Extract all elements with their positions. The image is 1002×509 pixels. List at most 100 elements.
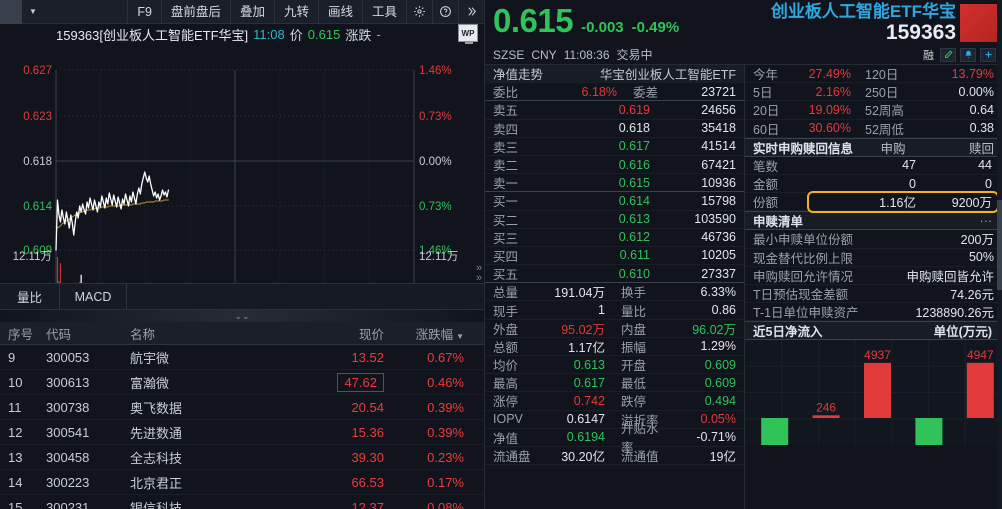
edit-icon[interactable] xyxy=(940,47,956,62)
etf-stat-row: 流通盘 30.20亿 流通值 19亿 xyxy=(485,447,744,466)
right-panel-scrollbar[interactable] xyxy=(997,0,1002,509)
col-header-name[interactable]: 名称 xyxy=(130,327,156,342)
stat-row: 涨停 0.742 跌停 0.494 xyxy=(485,392,744,411)
pcf-value: 申购赎回皆允许 xyxy=(906,269,994,284)
panel-collapse-icon-1[interactable]: » xyxy=(476,262,483,274)
creation-row: 份额 1.16亿 9200万 xyxy=(745,193,1002,212)
etf-stat-row: 净值 0.6194 升贴水率 -0.71% xyxy=(485,422,744,455)
bid-level-row[interactable]: 买五 0.610 27337 xyxy=(485,265,744,284)
perf-label-right: 52周低 xyxy=(865,122,904,137)
toolbar-item-tools[interactable]: 工具 xyxy=(361,0,406,24)
cell-name: 全志科技 xyxy=(130,450,183,466)
exchange-label: SZSE xyxy=(493,47,525,62)
svg-text:4937: 4937 xyxy=(864,348,891,362)
bell-icon[interactable] xyxy=(960,47,976,62)
ask-level-row[interactable]: 卖五 0.619 24656 xyxy=(485,101,744,120)
cell-change: 0.39% xyxy=(427,399,464,415)
toolbar-item-overlay[interactable]: 叠加 xyxy=(229,0,274,24)
toolbar-item-draw[interactable]: 画线 xyxy=(317,0,362,24)
bid-level-row[interactable]: 买一 0.614 15798 xyxy=(485,192,744,211)
tab-macd[interactable]: MACD xyxy=(60,284,127,309)
performance-row: 5日 2.16% 250日 0.00% xyxy=(745,83,1002,102)
level-qty: 27337 xyxy=(701,266,736,281)
stat-label-right: 跌停 xyxy=(621,395,647,410)
col-header-code[interactable]: 代码 xyxy=(46,327,72,342)
netflow-chart[interactable]: 246 4937 4947 xyxy=(745,340,1002,446)
stat-label-left: 外盘 xyxy=(493,322,519,337)
pcf-more-icon[interactable]: ··· xyxy=(979,213,993,228)
table-row[interactable]: 10 300613 富瀚微 47.62 0.46% xyxy=(0,370,484,395)
bid-level-row[interactable]: 买四 0.611 10205 xyxy=(485,247,744,266)
col-header-seq[interactable]: 序号 xyxy=(8,327,34,342)
pcf-rows: 最小申赎单位份额 200万 现金替代比例上限 50% 申购赎回允许情况 申购赎回皆允许 T日… xyxy=(745,230,1002,322)
bid-level-row[interactable]: 买二 0.613 103590 xyxy=(485,211,744,229)
fund-info-column: 今年 27.49% 120日 13.79% 5日 2.16% 250日 0.00% 20日 19.… xyxy=(745,65,1002,509)
col-header-change[interactable]: 涨跌幅 ▼ xyxy=(396,324,474,343)
quote-body: 净值走势 华宝创业板人工智能ETF 委比 6.18% 委差 23721 卖五 0.… xyxy=(485,65,1002,509)
stat-label-left: IOPV xyxy=(493,412,523,427)
cell-price: 20.54 xyxy=(351,399,384,415)
toolbar-item-ninebars[interactable]: 九转 xyxy=(273,0,318,24)
toolbar-items: F9 盘前盘后 叠加 九转 画线 工具 xyxy=(127,0,484,24)
intraday-chart[interactable]: 0.627 0.623 0.618 0.614 0.609 1.46% 0.73% 0.00%… xyxy=(0,24,484,284)
level-label: 卖二 xyxy=(493,159,519,174)
stat-label-right: 振幅 xyxy=(621,340,647,355)
bid-levels: 买一 0.614 15798 买二 0.613 103590 买三 0.612 46736 买四 0… xyxy=(485,192,744,284)
scrollbar-thumb[interactable] xyxy=(997,200,1002,290)
col-header-price[interactable]: 现价 xyxy=(358,327,384,342)
level-qty: 46736 xyxy=(701,230,736,245)
add-icon[interactable] xyxy=(980,47,996,62)
nav-trend-row[interactable]: 净值走势 华宝创业板人工智能ETF xyxy=(485,65,744,84)
cell-price: 12.37 xyxy=(351,499,384,509)
last-price: 0.615 xyxy=(493,2,574,39)
toolbar-item-f9[interactable]: F9 xyxy=(127,0,161,24)
panel-collapse-icon-2[interactable]: » xyxy=(476,272,483,284)
gear-icon[interactable] xyxy=(406,0,432,24)
panel-split-handle[interactable]: ⌄⌄ xyxy=(0,310,484,322)
indicator-tabs: 量比 MACD xyxy=(0,283,484,310)
level-label: 卖一 xyxy=(493,177,519,192)
level-label: 买五 xyxy=(493,268,519,283)
order-ratio-row: 委比 6.18% 委差 23721 xyxy=(485,83,744,102)
cell-change: 0.08% xyxy=(427,499,464,509)
stat-value-left: 191.04万 xyxy=(554,286,605,301)
table-row[interactable]: 12 300541 先进数通 15.36 0.39% xyxy=(0,420,484,445)
help-icon[interactable] xyxy=(432,0,458,24)
stat-value-left: 0.6194 xyxy=(566,430,605,445)
stat-row: 均价 0.613 开盘 0.609 xyxy=(485,356,744,375)
ask-level-row[interactable]: 卖一 0.615 10936 xyxy=(485,174,744,193)
bid-level-row[interactable]: 买三 0.612 46736 xyxy=(485,229,744,247)
cell-name: 富瀚微 xyxy=(130,375,170,391)
ask-level-row[interactable]: 卖四 0.618 35418 xyxy=(485,120,744,138)
stat-label-right: 最低 xyxy=(621,377,647,392)
level-qty: 103590 xyxy=(694,212,736,227)
level-label: 卖四 xyxy=(493,122,519,137)
change-percent: -0.49% xyxy=(631,19,680,36)
stat-label-left: 总量 xyxy=(493,286,519,301)
table-row[interactable]: 15 300231 银信科技 12.37 0.08% xyxy=(0,495,484,509)
table-row[interactable]: 14 300223 北京君正 66.53 0.17% xyxy=(0,470,484,495)
perf-value-right: 13.79% xyxy=(951,66,994,81)
table-row[interactable]: 11 300738 奥飞数据 20.54 0.39% xyxy=(0,395,484,420)
stat-label-right: 升贴水率 xyxy=(621,422,659,456)
toolbar-left-stub xyxy=(0,0,22,24)
chevron-right-icon[interactable] xyxy=(458,0,484,24)
ask-level-row[interactable]: 卖三 0.617 41514 xyxy=(485,138,744,156)
pcf-row: T日预估现金差额 74.26元 xyxy=(745,285,1002,304)
svg-text:12.11万: 12.11万 xyxy=(13,251,52,263)
perf-value-right: 0.00% xyxy=(958,84,994,99)
stat-value-right: 1.29% xyxy=(700,339,736,354)
stat-label-left: 现手 xyxy=(493,304,519,319)
ask-level-row[interactable]: 卖二 0.616 67421 xyxy=(485,156,744,175)
tab-volume-ratio[interactable]: 量比 xyxy=(0,284,60,309)
chart-quote-line: 159363[创业板人工智能ETF华宝] 11:08 价 0.615 涨跌 - xyxy=(0,24,484,44)
creation-col-redeem: 赎回 xyxy=(968,141,994,156)
toolbar-item-prepost[interactable]: 盘前盘后 xyxy=(160,0,230,24)
instrument-identity: 创业板人工智能ETF华宝 159363 xyxy=(771,2,956,44)
chevron-down-icon[interactable]: ▼ xyxy=(29,7,37,16)
table-row[interactable]: 9 300053 航宇微 13.52 0.67% xyxy=(0,345,484,370)
level-qty: 67421 xyxy=(701,157,736,172)
table-row[interactable]: 13 300458 全志科技 39.30 0.23% xyxy=(0,445,484,470)
pcf-row: 最小申赎单位份额 200万 xyxy=(745,230,1002,249)
